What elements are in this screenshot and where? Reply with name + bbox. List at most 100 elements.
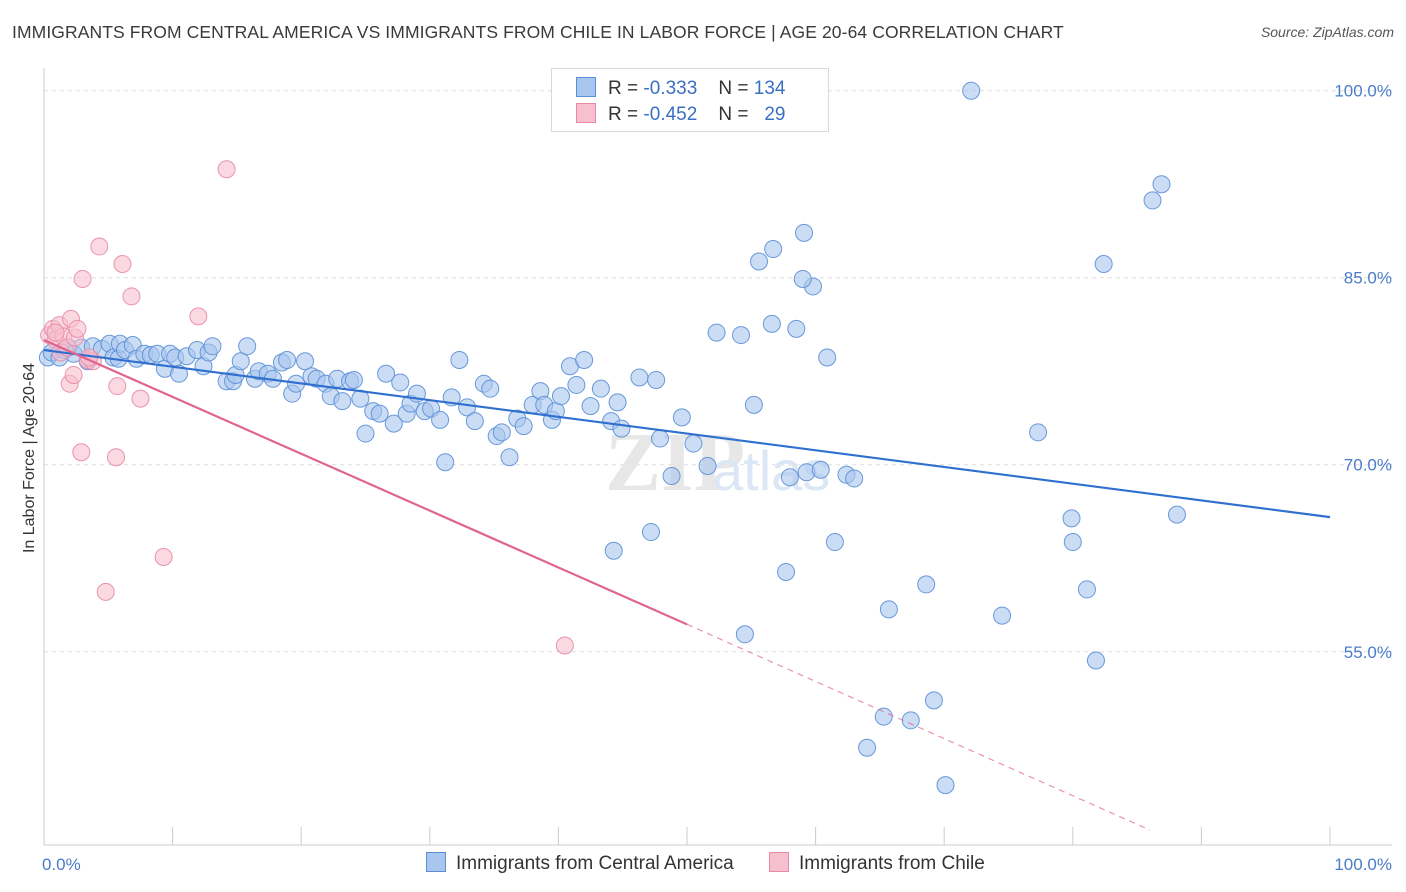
point-central-america (707, 323, 726, 342)
tick-labels: 55.0% 70.0% 85.0% 100.0% 0.0% 100.0% (42, 82, 1392, 874)
point-central-america (811, 460, 830, 479)
point-central-america (278, 351, 297, 370)
point-central-america (604, 541, 623, 560)
point-central-america (356, 424, 375, 443)
point-chile (217, 160, 236, 179)
point-central-america (377, 364, 396, 383)
point-chile (96, 582, 115, 601)
point-central-america (581, 397, 600, 416)
point-central-america (551, 387, 570, 406)
point-central-america (333, 392, 352, 411)
point-central-america (370, 404, 389, 423)
n-label: N = (718, 78, 749, 99)
point-central-america (1094, 255, 1113, 274)
point-central-america (962, 81, 981, 100)
point-central-america (650, 429, 669, 448)
point-central-america (575, 351, 594, 370)
point-central-america (879, 600, 898, 619)
legend-item-central-america: Immigrants from Central America (426, 852, 734, 875)
point-central-america (1062, 509, 1081, 528)
point-central-america (567, 375, 586, 394)
point-central-america (436, 453, 455, 472)
point-central-america (391, 373, 410, 392)
point-chile (64, 365, 83, 384)
y-tick-label: 70.0% (1344, 456, 1392, 475)
point-central-america (500, 448, 519, 467)
point-central-america (450, 351, 469, 370)
point-central-america (1167, 505, 1186, 524)
series-legend: Immigrants from Central America Immigran… (426, 852, 1015, 875)
chart-title: IMMIGRANTS FROM CENTRAL AMERICA VS IMMIG… (12, 22, 1064, 42)
point-central-america (231, 352, 250, 371)
point-chile (68, 319, 87, 338)
point-central-america (591, 379, 610, 398)
point-central-america (735, 625, 754, 644)
point-central-america (608, 393, 627, 412)
point-central-america (458, 398, 477, 417)
point-chile (189, 307, 208, 326)
axes (43, 68, 1392, 846)
n-value: 29 (764, 104, 786, 125)
point-central-america (744, 395, 763, 414)
trend-line-chile (43, 339, 688, 626)
point-central-america (818, 348, 837, 367)
grid-lines (44, 90, 1392, 653)
stats-legend: R = -0.333 N = 134 R = -0.452 N = 29 (551, 68, 829, 132)
point-central-america (1063, 533, 1082, 552)
stats-row-central-america: R = -0.333 N = 134 (576, 77, 785, 101)
r-value: -0.333 (643, 78, 698, 99)
point-central-america (1077, 580, 1096, 599)
y-tick-label: 85.0% (1344, 269, 1392, 288)
point-chile (73, 269, 92, 288)
point-chile (46, 323, 65, 342)
point-central-america (777, 562, 796, 581)
point-chile (113, 255, 132, 274)
swatch-chile (576, 103, 596, 123)
point-central-america (750, 252, 769, 271)
point-chile (107, 448, 126, 467)
point-central-america (874, 707, 893, 726)
point-central-america (672, 408, 691, 427)
point-central-america (431, 410, 450, 429)
point-central-america (901, 711, 920, 730)
point-central-america (344, 370, 363, 389)
trend-lines (43, 339, 1331, 831)
legend-item-chile: Immigrants from Chile (768, 852, 985, 875)
point-central-america (384, 414, 403, 433)
point-chile (131, 389, 150, 408)
point-chile (90, 237, 109, 256)
point-central-america (825, 533, 844, 552)
n-value: 134 (753, 78, 786, 99)
y-tick-label: 100.0% (1334, 82, 1392, 101)
x-tick-label: 0.0% (42, 855, 81, 874)
point-central-america (1086, 651, 1105, 670)
point-central-america (858, 738, 877, 757)
legend-label: Immigrants from Chile (798, 853, 985, 874)
point-central-america (780, 468, 799, 487)
point-central-america (238, 337, 257, 356)
point-central-america (1029, 423, 1048, 442)
point-central-america (762, 314, 781, 333)
point-central-america (787, 319, 806, 338)
point-chile (108, 377, 127, 396)
point-central-america (1152, 175, 1171, 194)
point-central-america (917, 575, 936, 594)
point-central-america (698, 456, 717, 475)
point-central-america (1143, 191, 1162, 210)
y-axis-title: In Labor Force | Age 20-64 (21, 363, 38, 553)
point-central-america (793, 269, 812, 288)
r-label: R = (608, 104, 639, 125)
legend-swatch-central-america (426, 852, 446, 872)
point-chile (154, 547, 173, 566)
point-central-america (492, 423, 511, 442)
point-central-america (845, 469, 864, 488)
legend-label: Immigrants from Central America (456, 853, 734, 874)
swatch-central-america (576, 77, 596, 97)
r-label: R = (608, 78, 639, 99)
point-central-america (684, 434, 703, 453)
trend-extension-chile (686, 623, 1151, 831)
point-central-america (647, 370, 666, 389)
point-central-america (662, 466, 681, 485)
point-central-america (936, 776, 955, 795)
